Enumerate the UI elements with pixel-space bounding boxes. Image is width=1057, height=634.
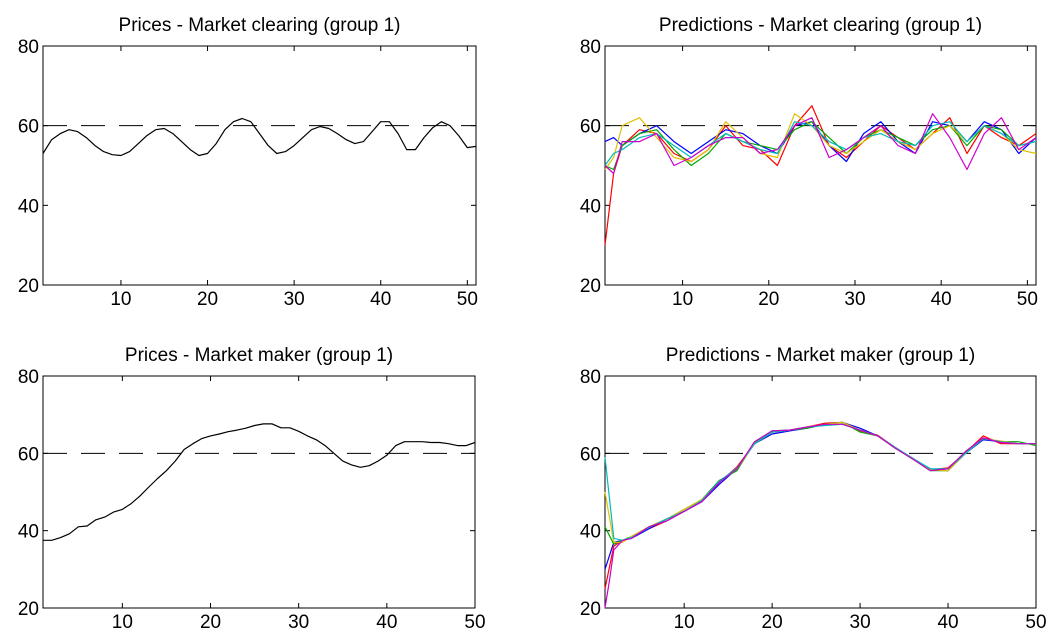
- x-tick-label: 50: [1025, 612, 1046, 633]
- x-tick-label: 10: [672, 289, 693, 310]
- series-line-6: [605, 424, 1036, 608]
- x-tick-label: 30: [844, 289, 865, 310]
- series-line-3: [605, 422, 1036, 544]
- x-tick-label: 30: [284, 289, 305, 310]
- x-tick-label: 20: [197, 289, 218, 310]
- y-tick-label: 20: [580, 276, 601, 297]
- x-tick-label: 30: [850, 612, 871, 633]
- y-tick-label: 20: [18, 276, 39, 297]
- chart-panel-2: Predictions - Market clearing (group 1) 2…: [580, 15, 1038, 310]
- chart-title: Prices - Market maker (group 1): [125, 345, 393, 366]
- chart-title: Predictions - Market maker (group 1): [666, 345, 975, 366]
- series-line-4: [605, 422, 1036, 542]
- y-tick-label: 40: [580, 196, 601, 217]
- y-tick-label: 60: [580, 117, 601, 138]
- y-tick-label: 60: [18, 117, 39, 138]
- axes-frame: [43, 376, 475, 608]
- series-line-5: [605, 424, 1036, 540]
- x-tick-label: 30: [288, 612, 309, 633]
- x-tick-label: 40: [937, 612, 958, 633]
- x-tick-label: 20: [762, 612, 783, 633]
- x-tick-label: 50: [1017, 289, 1038, 310]
- x-tick-label: 40: [931, 289, 952, 310]
- x-tick-label: 10: [112, 612, 133, 633]
- y-tick-label: 40: [18, 196, 39, 217]
- y-tick-label: 20: [580, 599, 601, 620]
- series-line-2: [605, 422, 1036, 569]
- x-tick-label: 20: [200, 612, 221, 633]
- chart-panel-1: Prices - Market clearing (group 1) 20 40 60…: [18, 15, 478, 310]
- series-line-1: [43, 119, 476, 156]
- y-tick-label: 80: [18, 37, 39, 58]
- x-tick-label: 20: [758, 289, 779, 310]
- series-line-6: [605, 114, 1036, 174]
- x-tick-label: 40: [370, 289, 391, 310]
- y-tick-label: 60: [580, 444, 601, 465]
- axes-frame: [43, 46, 476, 285]
- chart-title: Predictions - Market clearing (group 1): [659, 15, 982, 36]
- x-tick-label: 40: [376, 612, 397, 633]
- y-tick-label: 40: [580, 522, 601, 543]
- chart-panel-4: Predictions - Market maker (group 1) 20 40…: [580, 345, 1047, 633]
- axes-frame: [605, 46, 1036, 285]
- x-tick-label: 10: [110, 289, 131, 310]
- series-line-2: [605, 122, 1036, 162]
- axes-frame: [605, 376, 1036, 608]
- x-tick-label: 10: [674, 612, 695, 633]
- chart-title: Prices - Market clearing (group 1): [119, 15, 401, 36]
- series-line-1: [605, 106, 1036, 245]
- x-tick-label: 50: [464, 612, 485, 633]
- series-line-5: [605, 122, 1036, 166]
- y-tick-label: 80: [580, 37, 601, 58]
- y-tick-label: 20: [18, 599, 39, 620]
- chart-panel-3: Prices - Market maker (group 1) 20 40 60 80 1…: [18, 345, 486, 633]
- x-tick-label: 50: [457, 289, 478, 310]
- y-tick-label: 80: [580, 367, 601, 388]
- y-tick-label: 80: [18, 367, 39, 388]
- y-tick-label: 60: [18, 444, 39, 465]
- y-tick-label: 40: [18, 522, 39, 543]
- series-line-1: [43, 424, 475, 540]
